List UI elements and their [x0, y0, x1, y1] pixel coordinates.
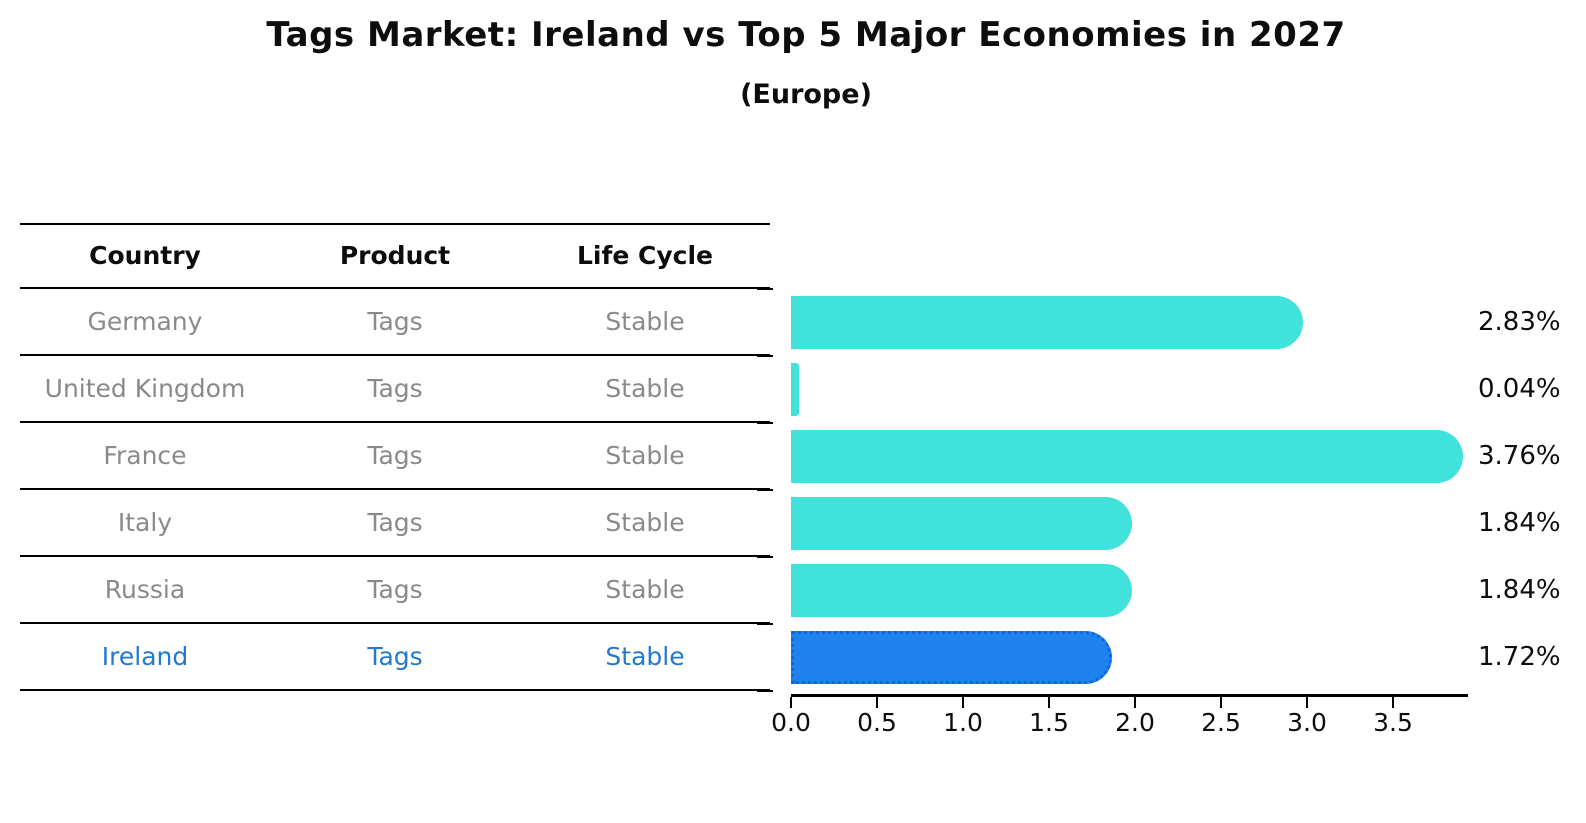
chart-title: Tags Market: Ireland vs Top 5 Major Econ…	[266, 15, 1346, 55]
table-body: Germany Tags Stable United Kingdom Tags Stabl…	[20, 289, 770, 691]
table-cell-product: Tags	[367, 508, 423, 537]
bar-highlight-ireland	[791, 631, 1112, 684]
x-axis-tick	[1220, 697, 1222, 708]
comparison-table: Country Product Life Cycle Germany Tags Stab…	[20, 223, 770, 691]
table-row: United Kingdom Tags Stable	[20, 356, 770, 423]
table-cell-country: Germany	[87, 307, 203, 336]
bar-germany	[791, 296, 1303, 349]
chart-subtitle: (Europe)	[740, 79, 872, 110]
table-cell-country: Italy	[117, 508, 173, 537]
value-label: 1.84%	[1478, 508, 1561, 538]
table-cell-product: Tags	[367, 374, 423, 403]
x-axis-tick-label: 1.5	[1029, 708, 1069, 737]
value-label: 1.84%	[1478, 575, 1561, 605]
table-header-cell-life-cycle: Life Cycle	[576, 241, 714, 270]
table-cell-country: Russia	[104, 575, 186, 604]
x-axis-tick-label: 2.0	[1115, 708, 1155, 737]
table-cell-product: Tags	[367, 441, 423, 470]
table-cell-product: Tags	[367, 642, 423, 671]
table-header-cell-product: Product	[339, 241, 451, 270]
table-cell-product: Tags	[367, 575, 423, 604]
table-row: Russia Tags Stable	[20, 557, 770, 624]
bar-italy	[791, 497, 1132, 550]
table-cell-life-cycle: Stable	[605, 441, 685, 470]
x-axis-tick	[1134, 697, 1136, 708]
table-cell-life-cycle: Stable	[605, 307, 685, 336]
bar-france	[791, 430, 1463, 483]
x-axis-tick	[1392, 697, 1394, 708]
table-cell-product: Tags	[367, 307, 423, 336]
table-cell-life-cycle: Stable	[605, 374, 685, 403]
table-header-row: Country Product Life Cycle	[20, 223, 770, 289]
table-row: France Tags Stable	[20, 423, 770, 490]
bar-russia	[791, 564, 1132, 617]
table-header-cell-country: Country	[89, 241, 201, 270]
table-row: Italy Tags Stable	[20, 490, 770, 557]
value-label: 2.83%	[1478, 307, 1561, 337]
x-axis-line	[791, 694, 1468, 697]
x-axis-tick	[1048, 697, 1050, 708]
x-axis-tick	[962, 697, 964, 708]
table-row: Ireland Tags Stable	[20, 624, 770, 691]
x-axis-tick-label: 2.5	[1201, 708, 1241, 737]
table-cell-life-cycle: Stable	[605, 508, 685, 537]
bar-united-kingdom	[791, 363, 799, 416]
value-label: 0.04%	[1478, 374, 1561, 404]
table-row: Germany Tags Stable	[20, 289, 770, 356]
table-cell-country: Ireland	[101, 642, 189, 671]
value-label: 1.72%	[1478, 642, 1561, 672]
table-cell-country: United Kingdom	[44, 374, 246, 403]
x-axis-tick-label: 3.5	[1373, 708, 1413, 737]
table-cell-life-cycle: Stable	[605, 642, 685, 671]
x-axis-tick-label: 3.0	[1287, 708, 1327, 737]
value-label: 3.76%	[1478, 441, 1561, 471]
table-cell-country: France	[103, 441, 187, 470]
x-axis-tick	[790, 697, 792, 708]
x-axis-tick-label: 0.5	[857, 708, 897, 737]
x-axis-tick	[876, 697, 878, 708]
table-cell-life-cycle: Stable	[605, 575, 685, 604]
x-axis-tick-label: 0.0	[771, 708, 811, 737]
x-axis-tick	[1306, 697, 1308, 708]
x-axis-tick-label: 1.0	[943, 708, 983, 737]
